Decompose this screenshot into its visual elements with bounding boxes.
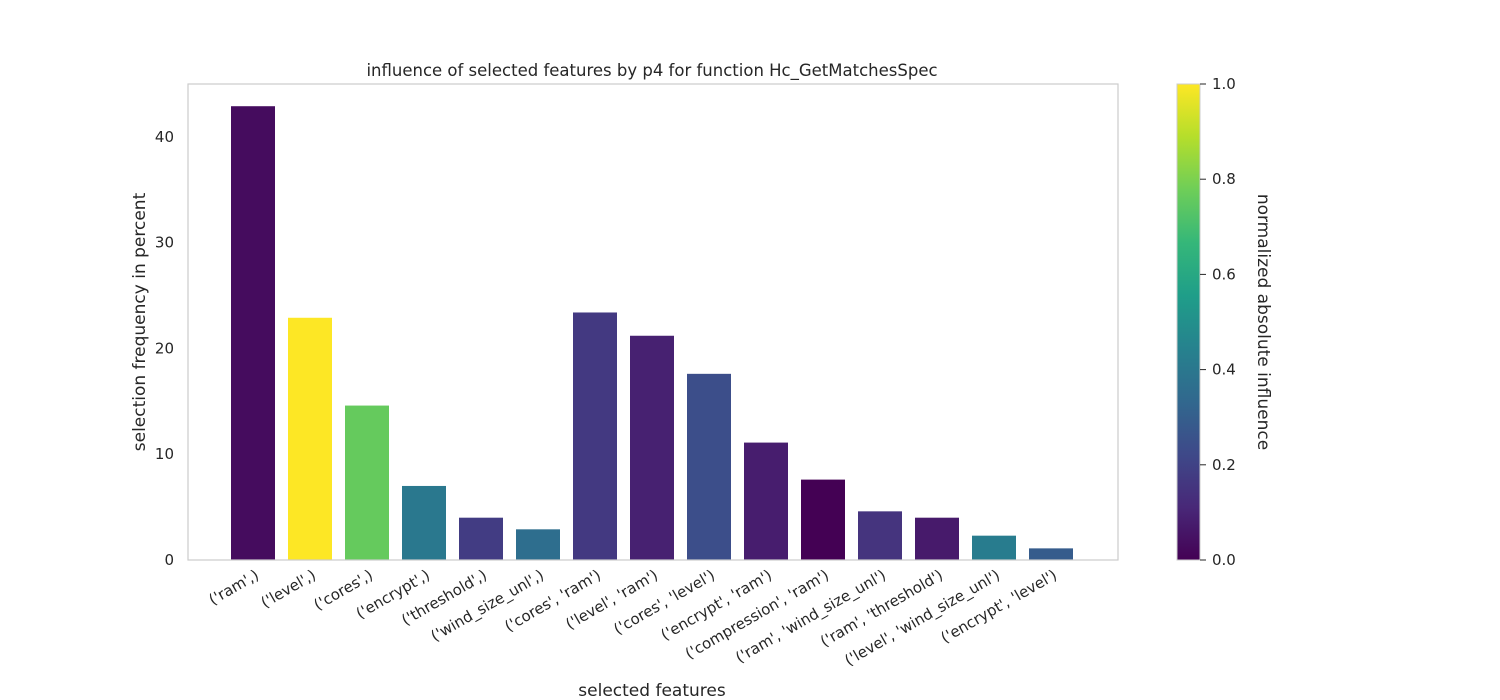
y-tick-label: 40	[155, 128, 174, 146]
bar	[516, 529, 560, 560]
x-axis: ('ram',)('level',)('cores',)('encrypt',)…	[206, 566, 1060, 671]
colorbar	[1176, 83, 1201, 561]
bar	[801, 479, 845, 560]
bar	[345, 405, 389, 560]
bar	[402, 485, 446, 560]
bar	[972, 535, 1016, 560]
colorbar-tick-label: 0.6	[1212, 265, 1236, 283]
bar	[744, 442, 788, 560]
colorbar-tick-label: 0.8	[1212, 170, 1236, 188]
bar	[1029, 548, 1073, 560]
bar	[915, 517, 959, 560]
y-axis: 0 10 20 30 40	[155, 128, 174, 569]
y-tick-label: 30	[155, 234, 174, 252]
bar	[459, 517, 503, 560]
colorbar-tick-label: 0.2	[1212, 456, 1236, 474]
bar	[573, 312, 617, 560]
colorbar-tick-label: 1.0	[1212, 75, 1236, 93]
colorbar-axis: 0.0 0.2 0.4 0.6 0.8 1.0	[1200, 75, 1236, 569]
plot-frame	[187, 83, 1119, 561]
x-axis-label: selected features	[578, 681, 726, 700]
colorbar-tick-label: 0.0	[1212, 551, 1236, 569]
chart-title: influence of selected features by p4 for…	[366, 61, 937, 81]
y-tick-label: 20	[155, 339, 174, 357]
colorbar-tick-label: 0.4	[1212, 361, 1236, 379]
colorbar-label: normalized absolute influence	[1253, 194, 1273, 450]
x-tick-label: ('ram',)	[206, 566, 262, 609]
x-tick-label: ('level',)	[258, 566, 319, 612]
bar	[231, 106, 275, 561]
y-axis-label: selection frequency in percent	[130, 192, 150, 451]
bars-layer	[231, 106, 1073, 561]
x-tick-label: ('cores', 'ram')	[501, 566, 604, 636]
y-tick-label: 10	[155, 445, 174, 463]
bar	[630, 335, 674, 560]
y-tick-label: 0	[164, 551, 174, 569]
bar	[687, 373, 731, 560]
bar	[288, 317, 332, 560]
bar	[858, 511, 902, 560]
